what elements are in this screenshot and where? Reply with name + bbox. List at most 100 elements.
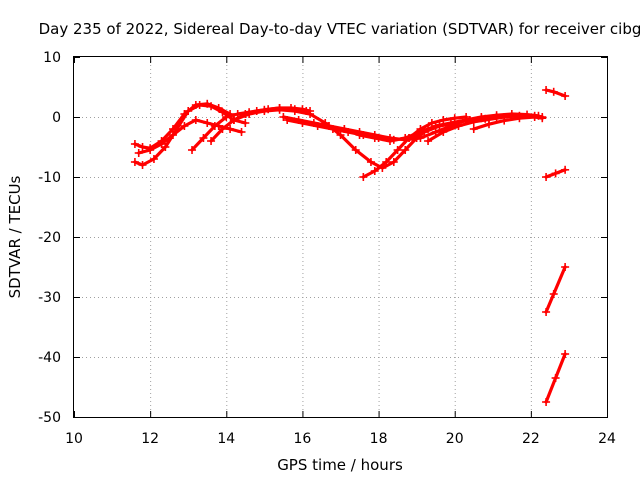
data-point bbox=[561, 350, 570, 358]
data-point bbox=[439, 128, 448, 136]
y-tick-label: -20 bbox=[38, 230, 61, 246]
data-point bbox=[191, 116, 200, 124]
y-axis-label: SDTVAR / TECUs bbox=[6, 175, 24, 298]
data-point bbox=[199, 134, 208, 142]
y-tick-label: -40 bbox=[38, 350, 61, 366]
data-point bbox=[385, 134, 394, 142]
data-point bbox=[401, 146, 410, 154]
data-point bbox=[207, 102, 216, 111]
data-point bbox=[359, 173, 368, 181]
series-arc-15 bbox=[544, 265, 567, 314]
data-point bbox=[549, 290, 558, 298]
data-point bbox=[195, 101, 204, 109]
data-point bbox=[561, 165, 570, 174]
x-tick-label: 14 bbox=[217, 431, 235, 447]
data-point bbox=[542, 308, 551, 316]
data-point bbox=[237, 128, 246, 136]
data-point bbox=[222, 113, 231, 121]
data-point bbox=[551, 374, 560, 382]
data-point bbox=[561, 92, 570, 100]
data-point bbox=[515, 114, 524, 123]
data-point bbox=[336, 131, 345, 139]
x-tick-label: 24 bbox=[598, 431, 616, 447]
data-point bbox=[218, 125, 227, 133]
data-point bbox=[184, 107, 193, 115]
data-point bbox=[290, 107, 299, 115]
y-tick-label: -10 bbox=[38, 170, 61, 186]
data-point bbox=[229, 116, 238, 124]
data-point bbox=[469, 117, 478, 126]
data-point bbox=[393, 146, 402, 154]
data-point bbox=[245, 110, 254, 118]
series-layer bbox=[130, 86, 570, 406]
data-point bbox=[241, 119, 250, 127]
data-point bbox=[306, 110, 315, 118]
data-point bbox=[138, 161, 147, 169]
data-point bbox=[157, 140, 166, 148]
data-point bbox=[260, 107, 269, 115]
data-point bbox=[149, 155, 158, 163]
data-point bbox=[210, 122, 219, 130]
data-point bbox=[542, 398, 551, 406]
data-point bbox=[340, 125, 349, 133]
y-tick-label: 0 bbox=[52, 110, 61, 126]
series-arc-13 bbox=[544, 88, 567, 98]
data-point bbox=[549, 87, 558, 96]
data-point bbox=[401, 135, 410, 144]
x-tick-label: 20 bbox=[446, 431, 464, 447]
data-point bbox=[203, 119, 212, 127]
x-tick-label: 12 bbox=[141, 431, 159, 447]
x-axis-label: GPS time / hours bbox=[277, 456, 403, 474]
data-point bbox=[439, 116, 448, 124]
data-point bbox=[355, 128, 364, 136]
data-point bbox=[146, 146, 155, 154]
data-point bbox=[427, 119, 436, 127]
data-point bbox=[138, 143, 147, 151]
data-point bbox=[450, 114, 459, 123]
data-point bbox=[294, 116, 303, 124]
data-point bbox=[207, 137, 216, 145]
data-point bbox=[538, 114, 547, 123]
data-point bbox=[134, 149, 143, 157]
data-point bbox=[484, 120, 493, 129]
x-tick-label: 18 bbox=[370, 431, 388, 447]
data-point bbox=[469, 125, 478, 133]
data-point bbox=[370, 167, 379, 175]
data-point bbox=[226, 125, 235, 133]
x-tick-label: 10 bbox=[65, 431, 83, 447]
data-point bbox=[561, 263, 570, 271]
data-point bbox=[130, 140, 139, 148]
data-point bbox=[542, 86, 551, 94]
data-point bbox=[551, 169, 560, 178]
data-point bbox=[530, 113, 539, 121]
series-arc-9 bbox=[361, 115, 468, 179]
data-point bbox=[370, 131, 379, 139]
y-tick-label: -50 bbox=[38, 410, 61, 426]
data-point bbox=[454, 122, 463, 130]
data-point bbox=[275, 105, 284, 114]
ticks: 10 12 14 16 18 20 22 24 -50 -40 -30 -20 -10 0 10 bbox=[38, 50, 616, 447]
data-point bbox=[325, 122, 334, 130]
data-point bbox=[366, 158, 375, 166]
data-point bbox=[542, 173, 551, 181]
data-point bbox=[500, 116, 509, 125]
y-tick-label: 10 bbox=[43, 50, 61, 66]
data-point bbox=[309, 119, 318, 127]
data-point bbox=[180, 122, 189, 130]
plot-frame bbox=[73, 56, 608, 418]
data-point bbox=[188, 146, 197, 154]
data-point bbox=[382, 158, 391, 166]
x-tick-label: 22 bbox=[522, 431, 540, 447]
data-point bbox=[424, 137, 433, 145]
y-tick-label: -30 bbox=[38, 290, 61, 306]
data-point bbox=[218, 108, 227, 117]
data-point bbox=[416, 125, 425, 133]
data-point bbox=[130, 158, 139, 166]
data-point bbox=[416, 134, 425, 142]
chart-title: Day 235 of 2022, Sidereal Day-to-day VTE… bbox=[39, 20, 640, 38]
data-point bbox=[351, 146, 360, 154]
data-point bbox=[168, 131, 177, 139]
x-tick-label: 16 bbox=[294, 431, 312, 447]
data-point bbox=[389, 158, 398, 166]
